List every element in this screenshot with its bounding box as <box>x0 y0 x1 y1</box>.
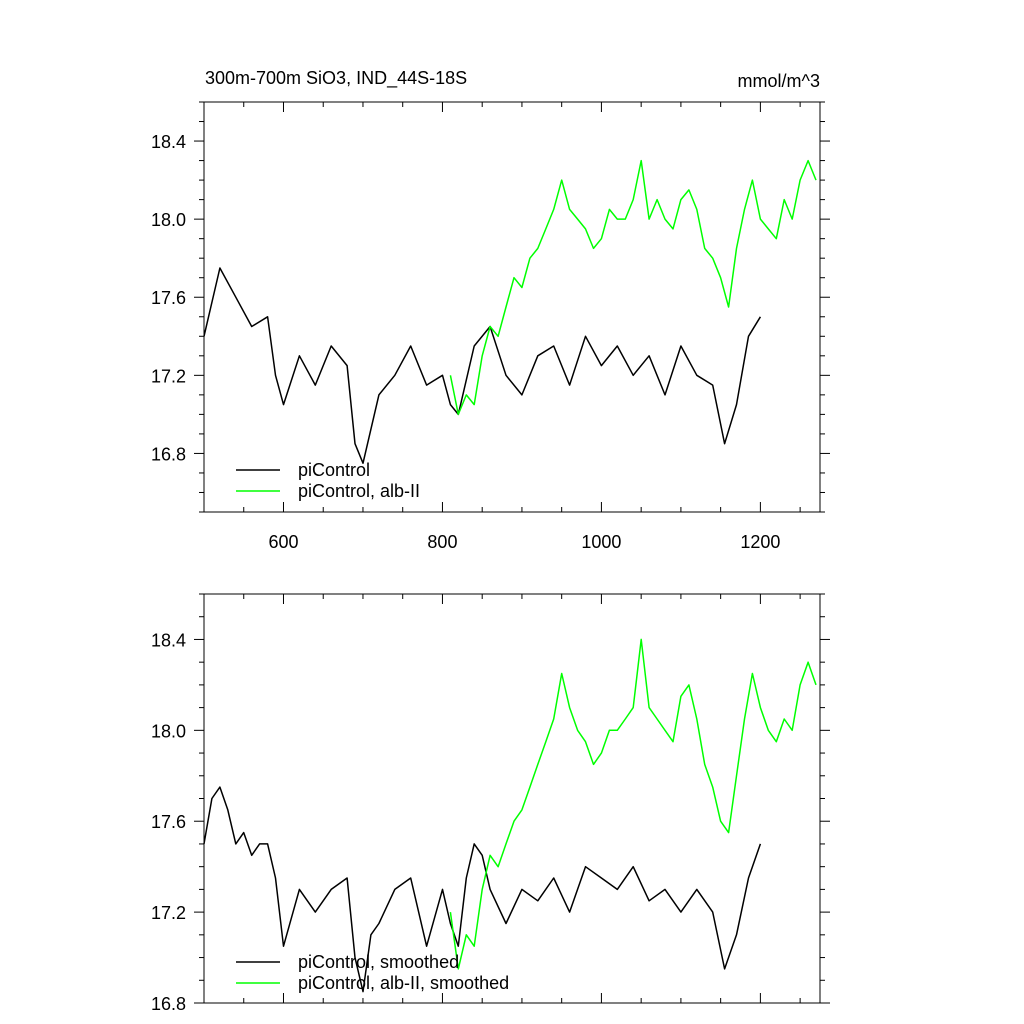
plot-frame <box>203 101 821 513</box>
y-tick-label: 18.4 <box>151 630 186 650</box>
y-tick-label: 17.2 <box>151 366 186 386</box>
y-tick-label: 16.8 <box>151 994 186 1014</box>
series-line-alb-ii <box>449 159 817 416</box>
series-line-alb-ii <box>449 638 817 970</box>
y-tick-label: 18.4 <box>151 132 186 152</box>
y-tick-label: 18.0 <box>151 210 186 230</box>
legend-label: piControl, alb-II <box>298 481 420 501</box>
legend-label: piControl <box>298 460 370 480</box>
y-tick-label: 17.6 <box>151 812 186 832</box>
x-tick-label: 1200 <box>740 532 780 552</box>
title-left: 300m-700m SiO3, IND_44S-18S <box>205 68 467 89</box>
y-tick-label: 18.0 <box>151 721 186 741</box>
series-line-picontrol <box>203 786 762 993</box>
y-tick-label: 17.6 <box>151 288 186 308</box>
plot-frame <box>203 593 821 1004</box>
x-tick-label: 800 <box>427 532 457 552</box>
y-tick-label: 17.2 <box>151 903 186 923</box>
legend-label: piControl, alb-II, smoothed <box>298 973 509 993</box>
title-right: mmol/m^3 <box>738 71 820 91</box>
legend-label: piControl, smoothed <box>298 952 459 972</box>
x-tick-label: 600 <box>268 532 298 552</box>
series-line-picontrol <box>203 267 762 464</box>
x-tick-label: 1000 <box>581 532 621 552</box>
panel-top: 600 800 1000 1200 16.8 17.2 17.6 18.0 18.4 piCont… <box>151 101 830 552</box>
y-tick-label: 16.8 <box>151 444 186 464</box>
panel-bottom: 16.8 17.2 17.6 18.0 18.4 piControl, smoothedp… <box>151 593 830 1014</box>
